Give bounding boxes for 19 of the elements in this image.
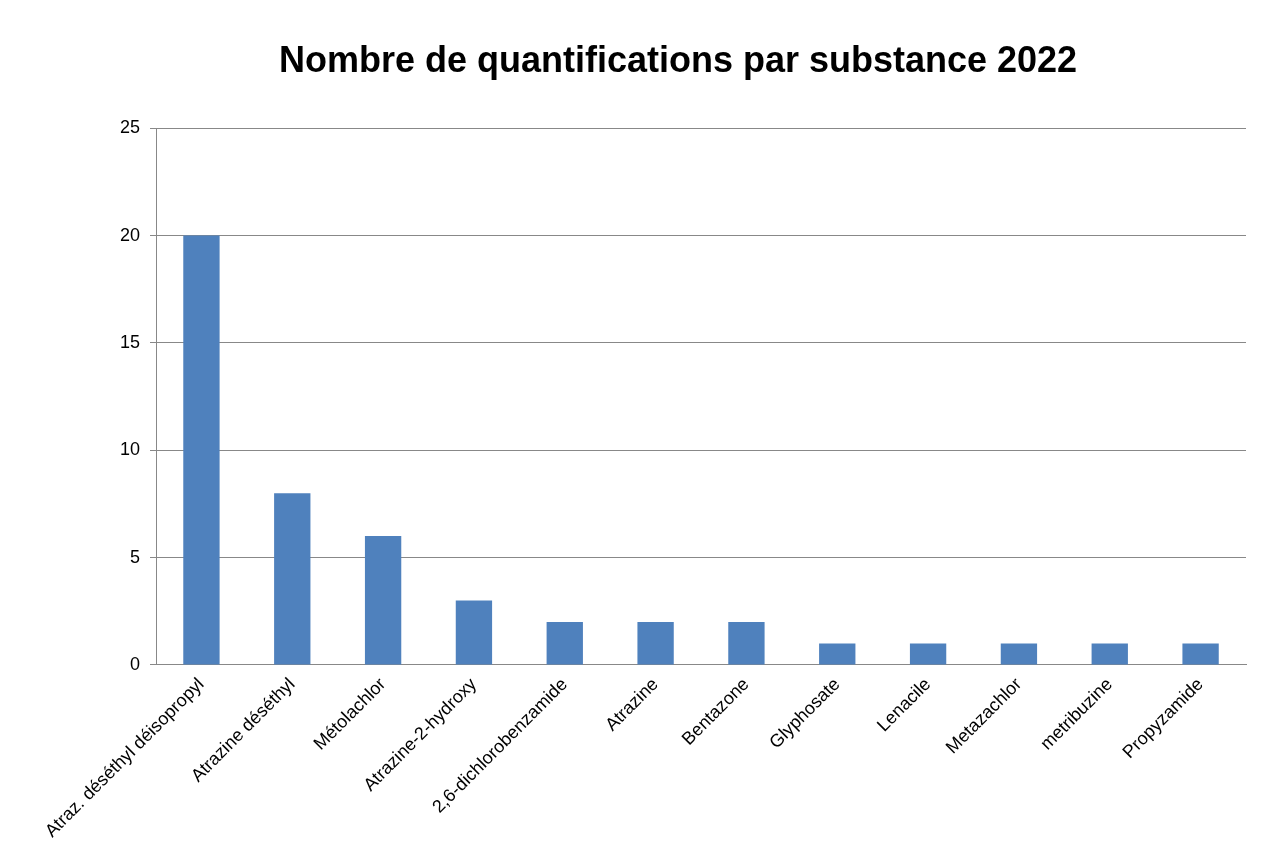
- y-tick-label: 25: [119, 117, 141, 138]
- bar: [1091, 643, 1128, 665]
- bar: [364, 536, 402, 665]
- bar: [637, 621, 674, 665]
- bar: [819, 643, 856, 665]
- y-tick-label: 5: [130, 546, 141, 567]
- bar: [183, 235, 220, 665]
- bar: [274, 493, 311, 665]
- bar: [1182, 643, 1219, 665]
- bar: [546, 621, 583, 665]
- bar: [1000, 643, 1038, 665]
- y-tick-label: 0: [130, 653, 141, 674]
- bar: [909, 643, 947, 665]
- chart-title: Nombre de quantifications par substance 2022: [278, 38, 1078, 80]
- bar: [455, 600, 493, 665]
- y-tick-label: 10: [119, 439, 141, 460]
- y-tick-label: 15: [119, 331, 141, 352]
- y-tick-label: 20: [119, 224, 141, 245]
- bar: [728, 621, 765, 665]
